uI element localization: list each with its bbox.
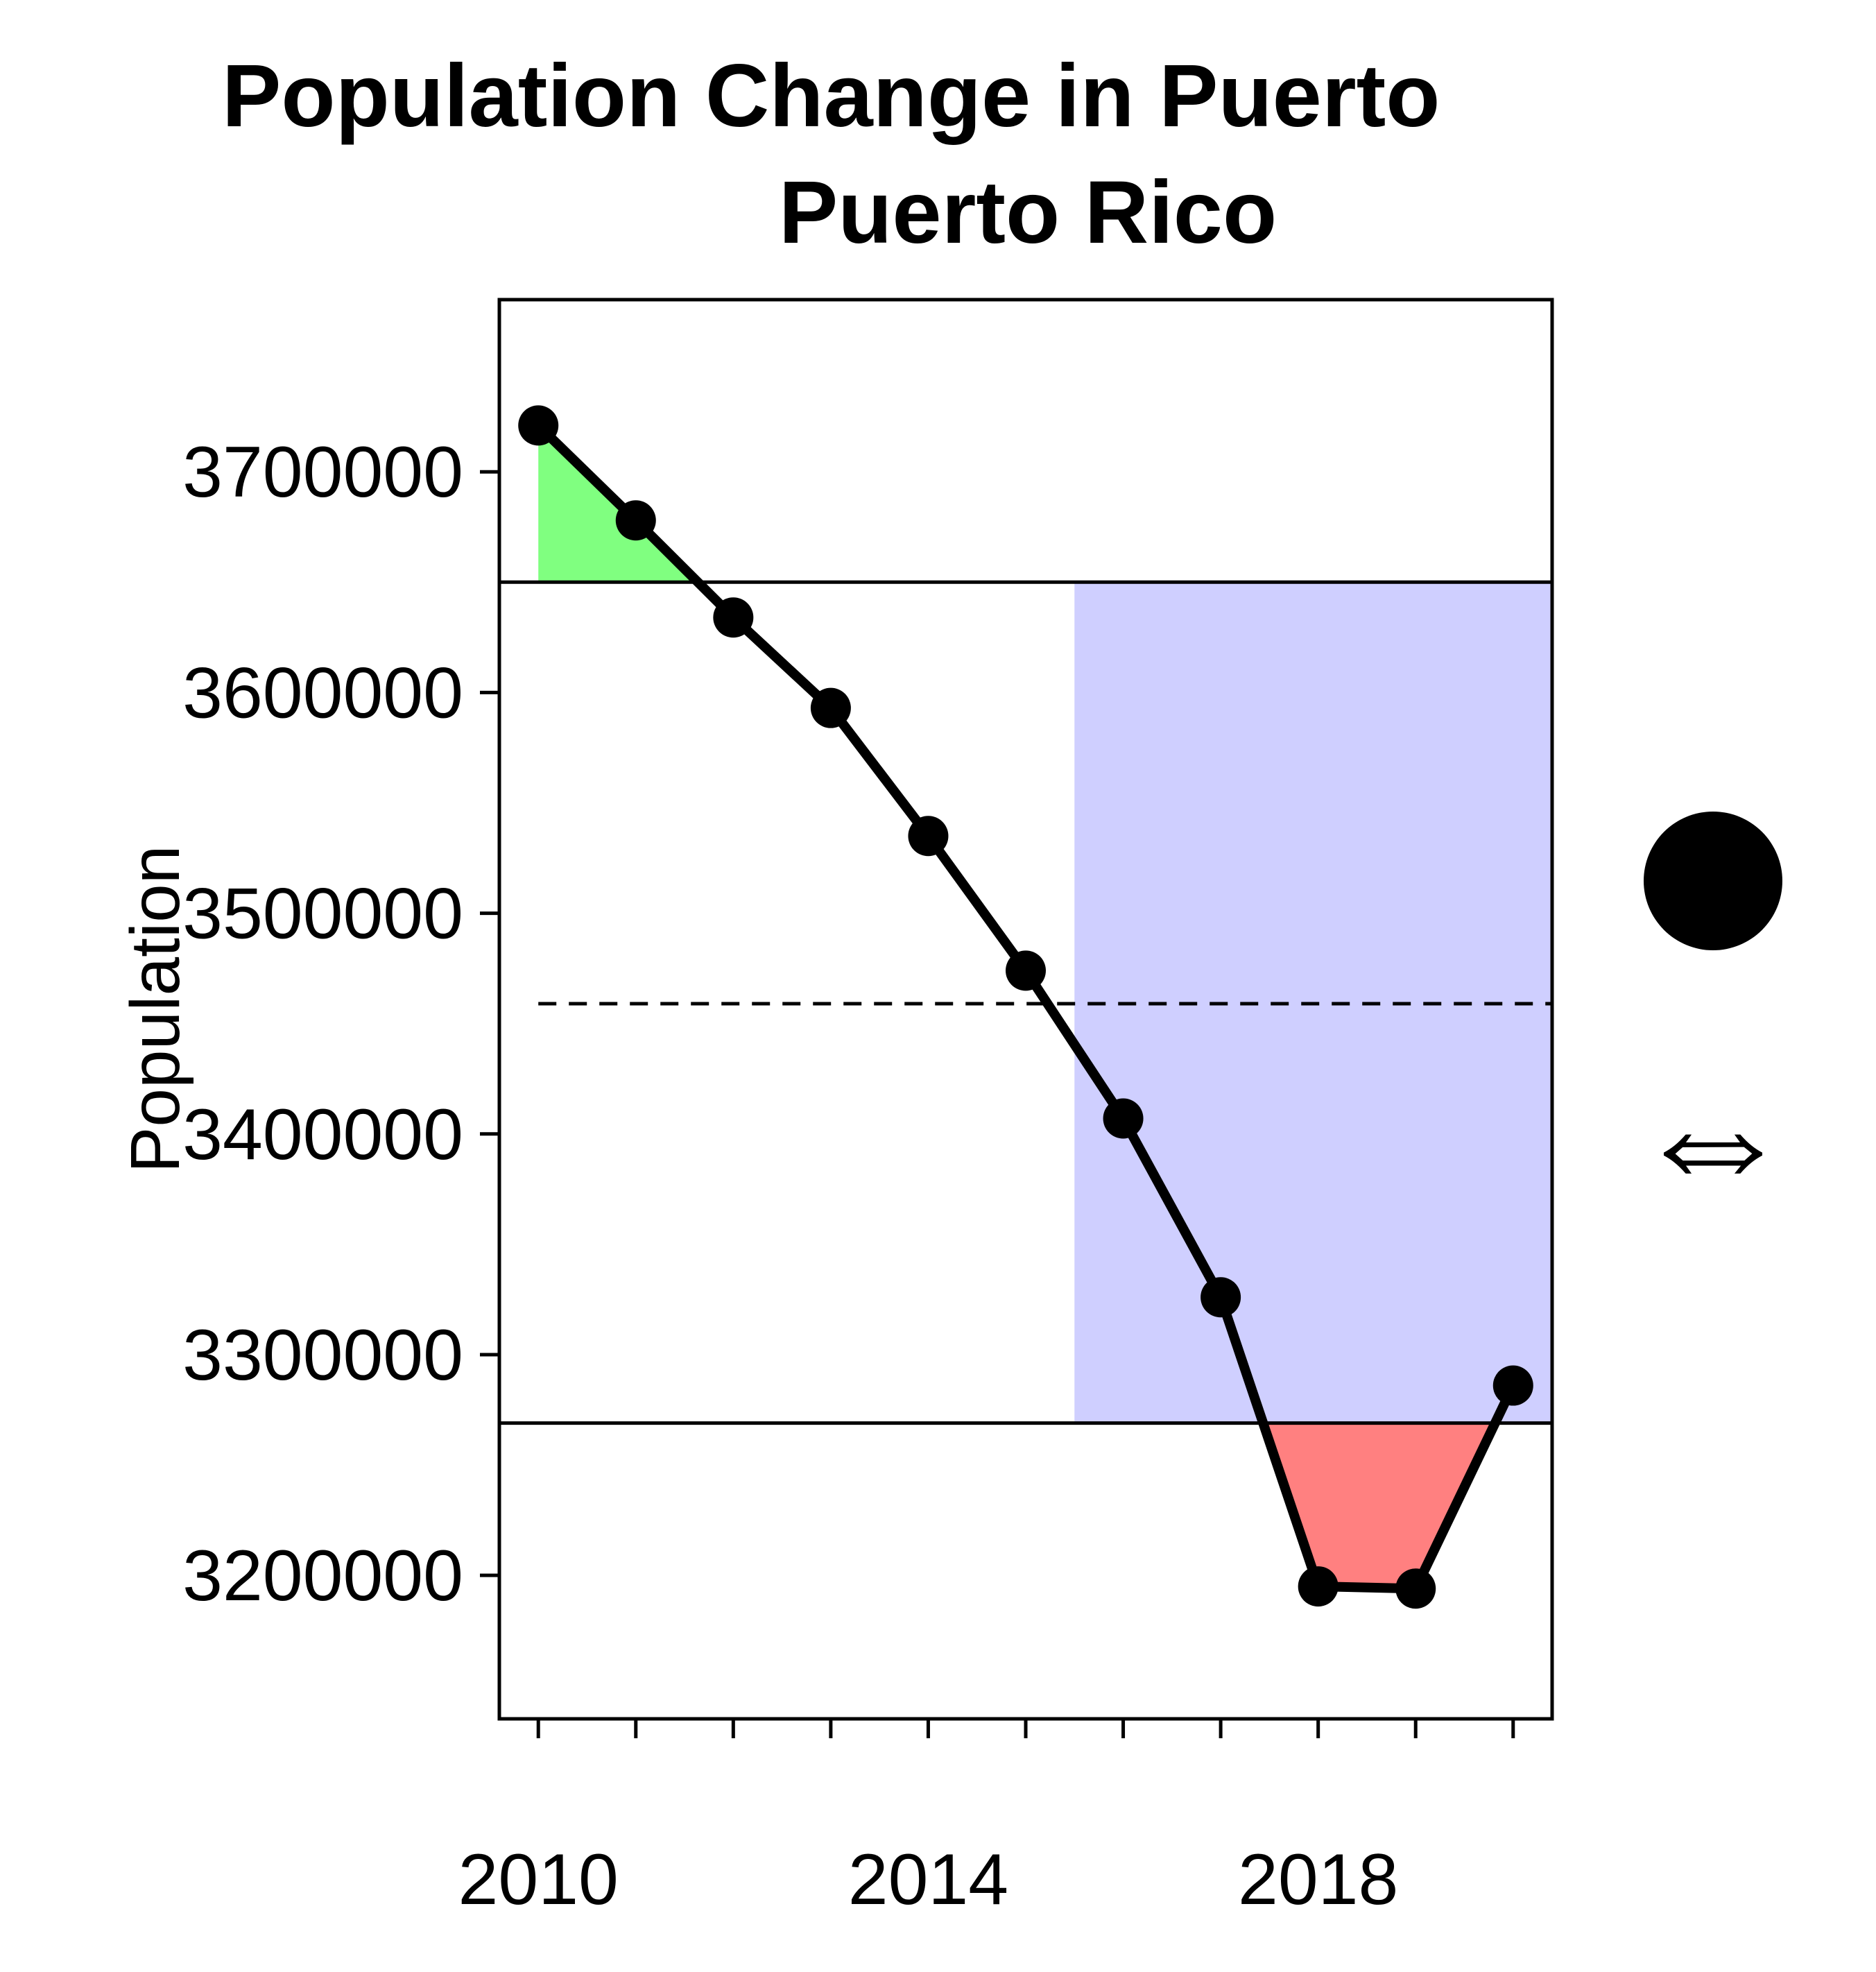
y-tick-label-3600000: 3600000 <box>182 653 463 733</box>
y-tick-label-3700000: 3700000 <box>182 432 463 513</box>
y-tick-label-3300000: 3300000 <box>182 1315 463 1396</box>
x-tick-label-2014: 2014 <box>848 1840 1008 1920</box>
data-point-2019 <box>1395 1568 1436 1609</box>
data-point-2016 <box>1103 1098 1144 1139</box>
chart-title-line2: Puerto Rico <box>779 163 1277 262</box>
x-tick-label-2010: 2010 <box>458 1840 619 1920</box>
data-point-2010 <box>518 405 559 446</box>
data-point-2011 <box>615 500 656 541</box>
chart-title-line1: Population Change in Puerto <box>222 46 1440 146</box>
double-arrow-icon: ⇔ <box>1630 1043 1796 1228</box>
x-tick-label-2018: 2018 <box>1238 1840 1398 1920</box>
filled-circle-icon <box>1644 812 1782 950</box>
y-tick-label-3200000: 3200000 <box>182 1536 463 1616</box>
data-point-2014 <box>908 816 949 857</box>
below-lower-fill <box>1263 1423 1495 1589</box>
y-axis-label: Population <box>117 846 194 1174</box>
data-point-2020 <box>1492 1365 1533 1406</box>
data-point-2017 <box>1201 1277 1241 1318</box>
y-tick-label-3400000: 3400000 <box>182 1095 463 1175</box>
data-point-2012 <box>713 597 754 638</box>
data-point-2018 <box>1298 1566 1339 1607</box>
data-point-2015 <box>1006 950 1046 991</box>
y-tick-label-3500000: 3500000 <box>182 874 463 954</box>
data-point-2013 <box>810 687 851 728</box>
